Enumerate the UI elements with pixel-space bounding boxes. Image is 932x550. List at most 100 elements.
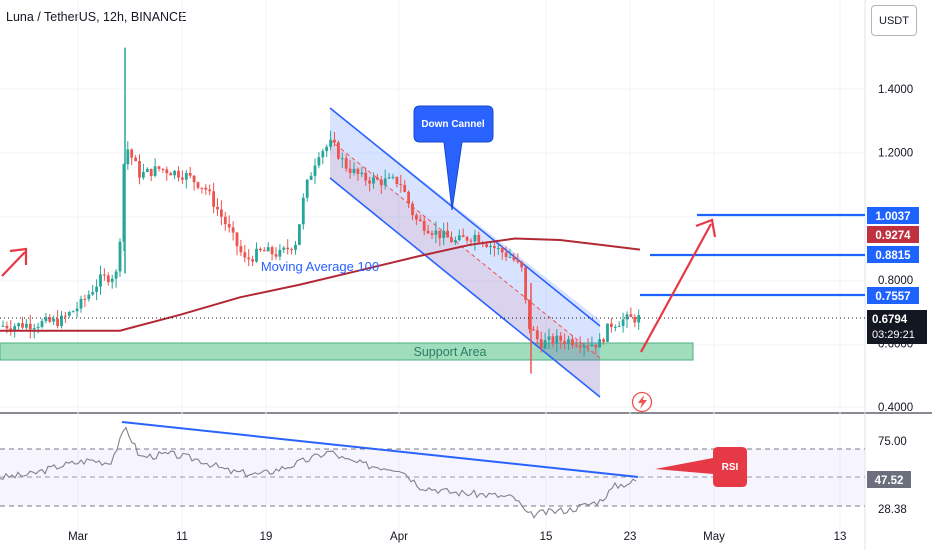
candle-body [430, 233, 434, 235]
candle-body [145, 168, 149, 172]
candle-body [340, 158, 344, 160]
candle-body [95, 286, 98, 293]
svg-text:0.9274: 0.9274 [875, 230, 911, 242]
candle-body [294, 244, 297, 250]
support-area-zone[interactable] [0, 342, 694, 361]
candle-body [465, 237, 469, 241]
candle-body [500, 247, 504, 253]
candle-body [376, 177, 379, 180]
candle-body [485, 244, 488, 247]
rsi-trendline[interactable] [121, 421, 639, 478]
left-up-arrow [1, 247, 28, 277]
candle-body [590, 344, 594, 346]
candle-body [387, 177, 391, 179]
rsi-callout[interactable]: RSI [655, 447, 747, 487]
candle-body [282, 247, 286, 250]
candle-body [262, 250, 266, 252]
down-channel-callout[interactable]: Down Cannel [413, 105, 494, 211]
candle-body [52, 318, 56, 322]
candle-body [266, 247, 270, 252]
candle-body [161, 168, 165, 170]
rsi-callout-text: RSI [722, 462, 739, 473]
projection-arrow[interactable] [640, 218, 717, 353]
candle-body [142, 171, 145, 178]
candle-body [235, 232, 239, 247]
moving-average-label: Moving Average 100 [261, 259, 379, 274]
candle-body [524, 267, 527, 300]
candle-body [5, 325, 9, 329]
candle-body [270, 247, 274, 255]
candle-body [379, 179, 383, 186]
candle-body [114, 271, 118, 279]
candle-body [493, 246, 496, 249]
candle-body [360, 172, 364, 175]
candle-body [220, 209, 223, 217]
time-tick-label: 13 [834, 531, 847, 543]
candle-body [504, 252, 508, 257]
ma-value-badge: 0.9274 [867, 226, 919, 243]
rsi-line[interactable] [0, 426, 637, 519]
price-badge-1: 1.0037 [867, 207, 919, 224]
candle-body [83, 298, 87, 300]
candle-body [243, 252, 247, 258]
candle-body [1, 325, 5, 327]
candle-body [598, 339, 602, 348]
candle-body [586, 345, 590, 347]
candle-body [469, 240, 473, 242]
candle-body [578, 345, 582, 348]
candle-body [278, 249, 282, 257]
candle-body [356, 168, 360, 175]
time-axis-ticks: Mar 11 19 Apr 15 23 May 13 [68, 531, 846, 543]
svg-text:03:29:21: 03:29:21 [872, 329, 915, 341]
candle-body [547, 336, 551, 341]
candle-body [539, 339, 543, 349]
price-badge-2: 0.8815 [867, 246, 919, 263]
support-area-label: Support Area [414, 345, 487, 359]
candle-body [274, 254, 278, 257]
candle-body [192, 175, 196, 183]
candle-body [496, 247, 500, 249]
currency-button[interactable]: USDT [871, 5, 917, 36]
candle-body [508, 256, 512, 258]
candle-body [621, 319, 625, 326]
candle-body [426, 230, 430, 234]
candle-body [450, 237, 453, 243]
candle-body [364, 172, 368, 181]
candle-body [434, 230, 438, 235]
candle-body [239, 246, 243, 253]
price-tick-label: 1.4000 [878, 84, 913, 96]
candle-body [582, 345, 586, 348]
candle-body [606, 323, 609, 342]
candle-body [231, 227, 235, 233]
channel-lower-line[interactable] [329, 177, 601, 398]
candle-body [535, 330, 539, 340]
channel-upper-line[interactable] [329, 107, 601, 327]
candle-body [216, 206, 219, 210]
moving-average-line[interactable] [0, 237, 641, 332]
svg-text:47.52: 47.52 [875, 475, 904, 487]
candle-body [344, 158, 348, 169]
candle-body [407, 191, 410, 204]
candle-body [403, 184, 407, 192]
candle-body [286, 247, 290, 250]
price-tick-label: 0.8000 [878, 275, 913, 287]
candle-body [122, 164, 126, 242]
time-tick-label: Mar [68, 531, 88, 543]
candle-body [157, 166, 161, 169]
candle-body [259, 248, 262, 251]
candle-body [391, 176, 395, 178]
candle-body [99, 274, 102, 287]
candle-body [67, 312, 71, 316]
candle-body [594, 344, 598, 348]
candle-body [247, 257, 251, 260]
down-channel-callout-text: Down Cannel [421, 119, 485, 130]
candle-body [25, 323, 28, 328]
candle-body [333, 139, 336, 143]
candle-body [251, 259, 254, 262]
candle-body [348, 168, 352, 173]
candle-body [329, 139, 332, 147]
candle-body [457, 235, 461, 241]
candle-body [106, 275, 110, 283]
lightning-icon[interactable] [631, 391, 653, 413]
